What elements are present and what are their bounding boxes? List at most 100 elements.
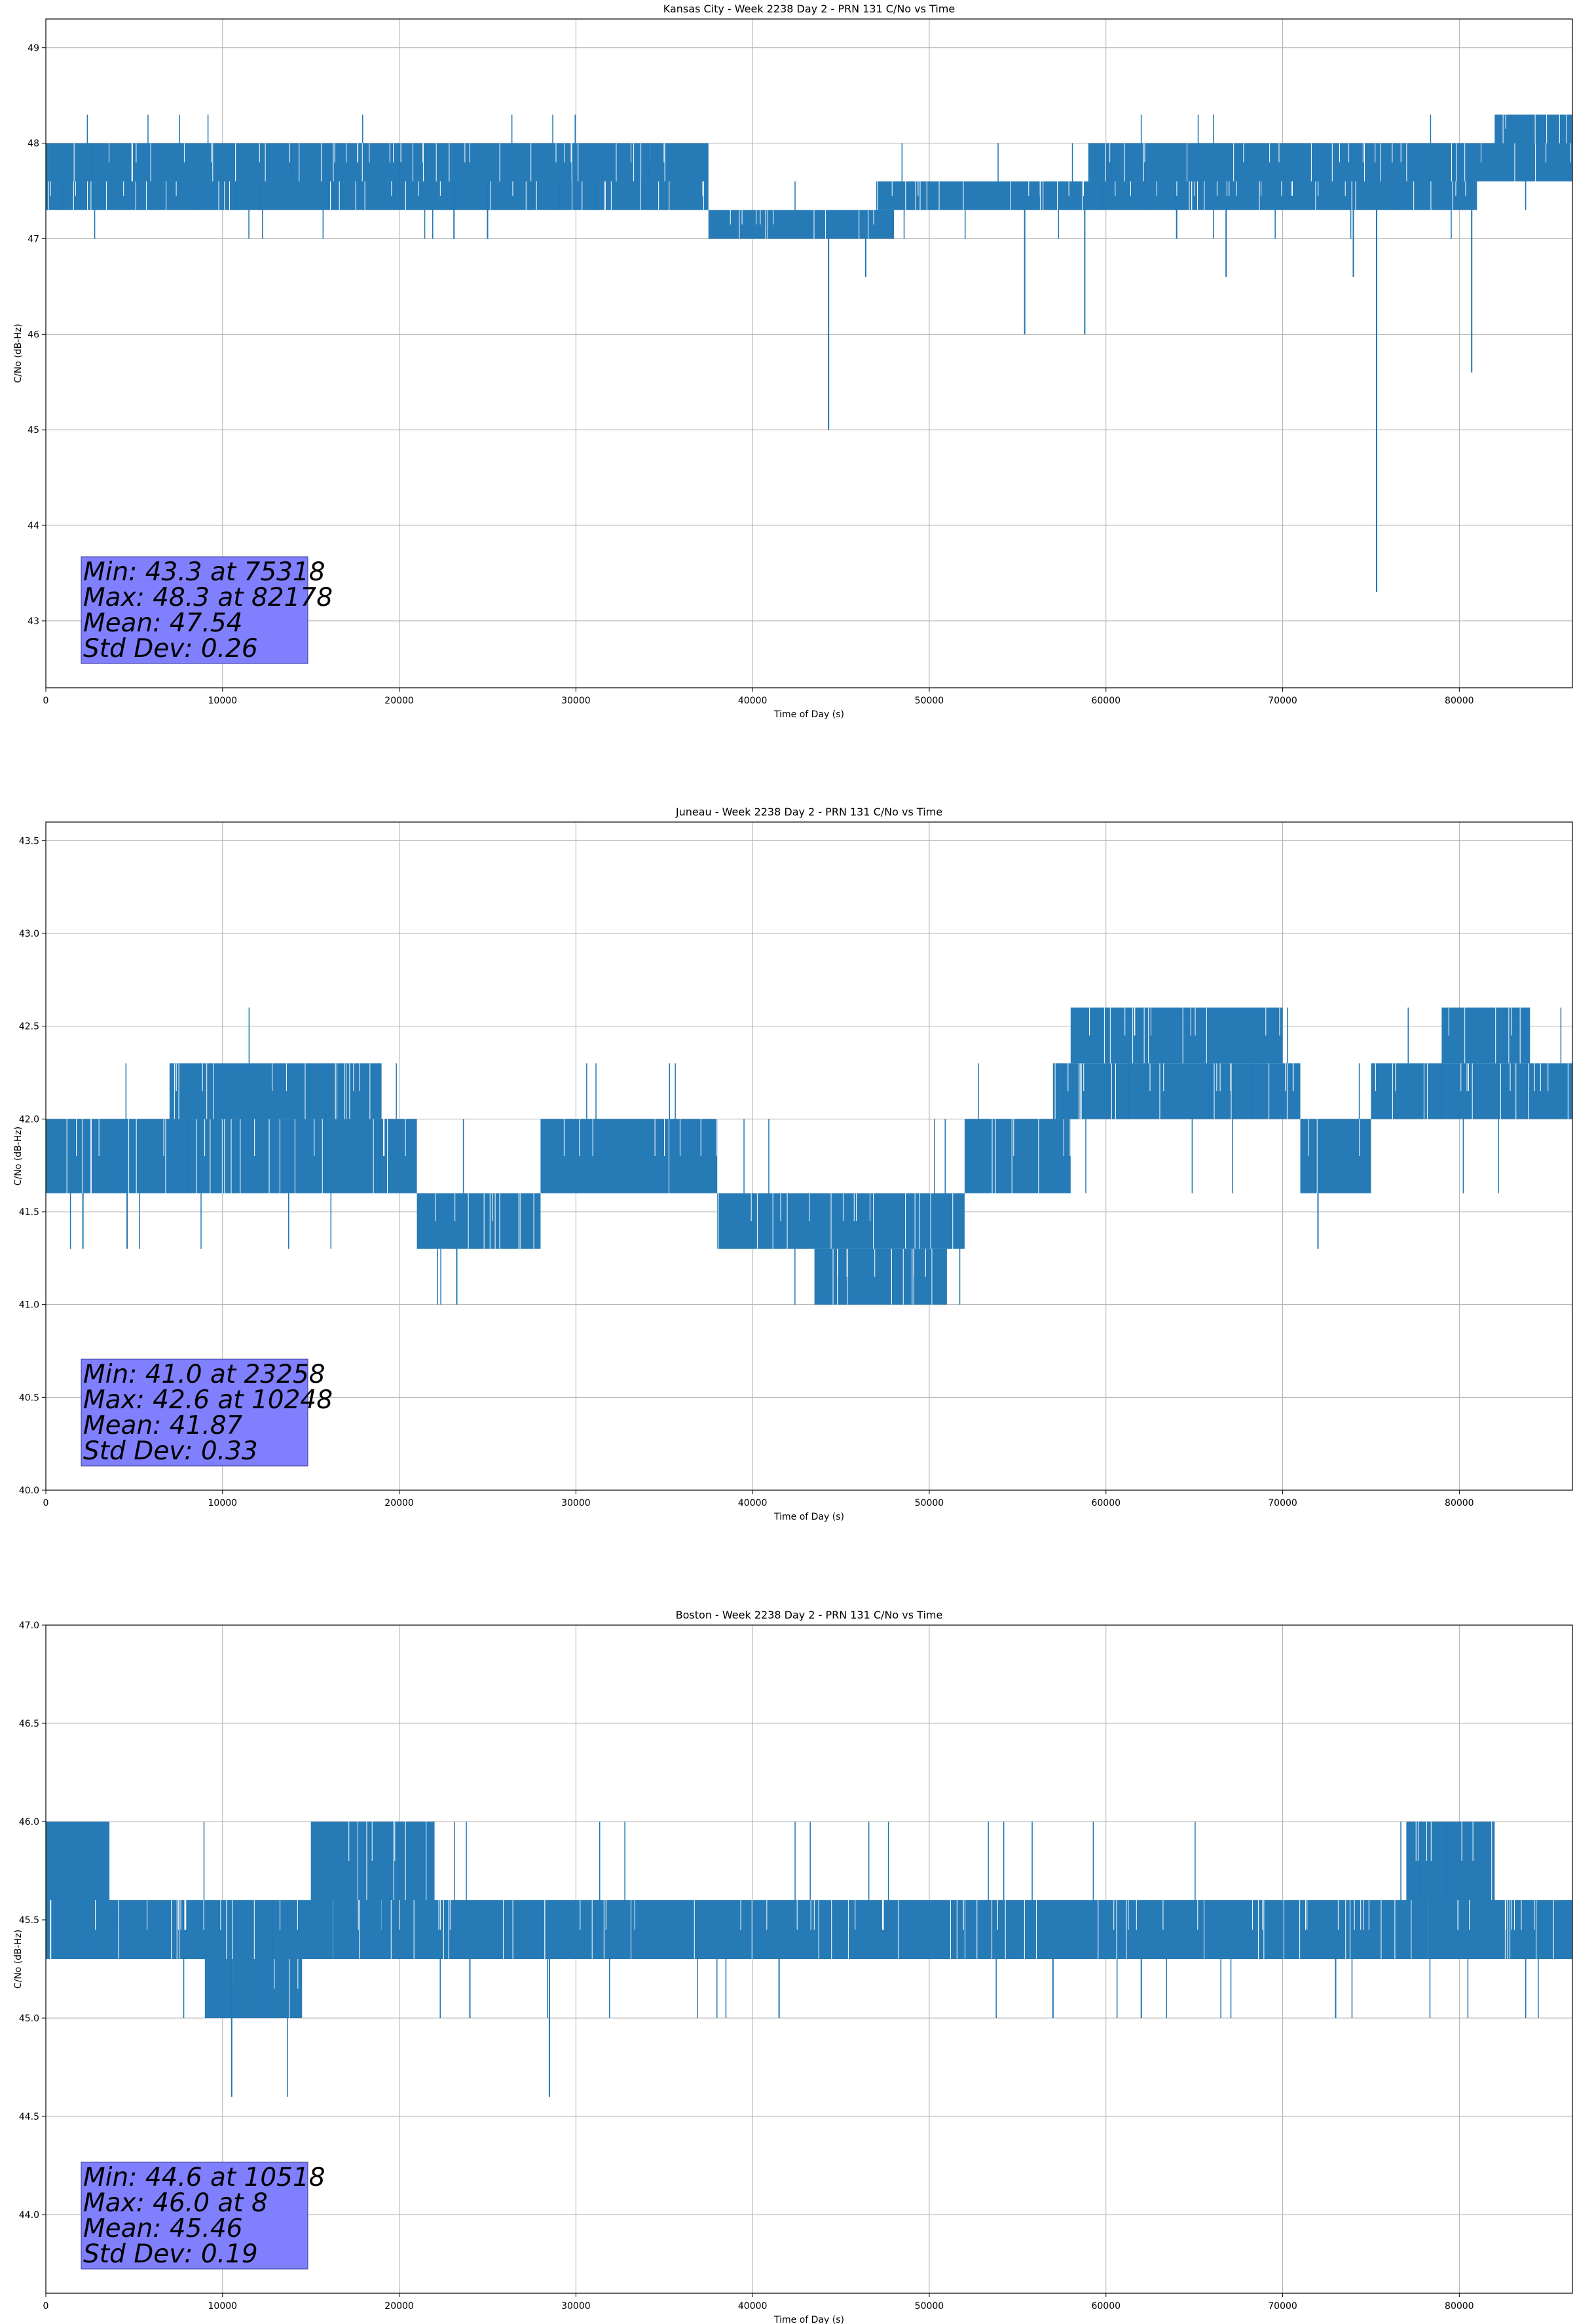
- x-tick-label: 20000: [384, 2301, 414, 2312]
- y-tick-label: 43.0: [19, 929, 39, 939]
- y-tick-label: 47: [28, 234, 39, 244]
- x-tick-label: 60000: [1091, 1498, 1121, 1509]
- y-tick-label: 46.0: [19, 1817, 39, 1827]
- series-band: [310, 1822, 435, 1900]
- x-tick-label: 20000: [384, 696, 414, 706]
- x-tick-label: 80000: [1445, 696, 1474, 706]
- y-tick-label: 47.0: [19, 1621, 39, 1631]
- y-tick-label: 43: [28, 616, 39, 627]
- series-band: [540, 1119, 718, 1193]
- y-axis-label: C/No (dB-Hz): [13, 1127, 24, 1186]
- y-tick-label: 42.0: [19, 1114, 39, 1125]
- y-tick-label: 40.5: [19, 1393, 39, 1403]
- stats-line: Max: 48.3 at 82178: [83, 583, 333, 612]
- x-tick-label: 70000: [1268, 696, 1297, 706]
- series-band: [708, 210, 894, 239]
- x-tick-label: 0: [43, 1498, 49, 1509]
- x-tick-label: 40000: [738, 696, 768, 706]
- series-band: [1406, 1822, 1495, 1900]
- y-tick-label: 43.5: [19, 836, 39, 846]
- stats-line: Mean: 47.54: [83, 609, 242, 638]
- y-tick-label: 44: [28, 521, 39, 531]
- x-tick-label: 0: [43, 696, 49, 706]
- series-band: [1441, 1007, 1531, 1064]
- x-tick-label: 40000: [738, 2301, 768, 2312]
- cno-series-line: [46, 1822, 1572, 2097]
- series-band: [964, 1119, 1071, 1193]
- x-tick-label: 30000: [561, 696, 591, 706]
- x-tick-label: 10000: [208, 696, 238, 706]
- axes-frame: [45, 18, 1573, 688]
- x-tick-label: 0: [43, 2301, 49, 2312]
- x-tick-label: 50000: [915, 1498, 944, 1509]
- x-tick-label: 10000: [208, 2301, 238, 2312]
- series-band: [46, 1822, 110, 1900]
- y-tick-label: 44.5: [19, 2112, 39, 2122]
- y-tick-label: 49: [28, 43, 39, 54]
- x-axis-label: Time of Day (s): [773, 1512, 844, 1522]
- series-band: [1052, 1063, 1301, 1119]
- series-band: [1088, 143, 1572, 181]
- stats-box: [81, 2162, 308, 2270]
- chart-title: Kansas City - Week 2238 Day 2 - PRN 131 …: [663, 3, 955, 15]
- cno-series-line: [46, 114, 1572, 593]
- y-tick-label: 46.5: [19, 1719, 39, 1729]
- cno-series-line: [46, 1007, 1572, 1305]
- stats-line: Max: 46.0 at 8: [83, 2188, 268, 2218]
- stats-line: Mean: 41.87: [83, 1411, 243, 1440]
- series-band: [1371, 1063, 1572, 1119]
- chart-panel-3: 0 10000 20000 30000 40000 50000 60000 70000 8000…: [13, 1609, 1573, 2324]
- y-tick-label: 41.0: [19, 1300, 39, 1311]
- chart-panel-1: 0 10000 20000 30000 40000 50000 60000 70000 8000…: [13, 3, 1573, 720]
- series-band: [46, 1900, 1572, 1959]
- x-tick-label: 10000: [208, 1498, 238, 1509]
- series-band: [46, 181, 709, 210]
- stats-box: [81, 1359, 308, 1467]
- x-tick-label: 70000: [1268, 2301, 1297, 2312]
- series-band: [1070, 1007, 1283, 1064]
- stats-line: Std Dev: 0.33: [83, 1436, 258, 1466]
- stats-line: Min: 44.6 at 10518: [83, 2163, 325, 2192]
- y-tick-label: 46: [28, 329, 39, 340]
- x-tick-label: 80000: [1445, 2301, 1474, 2312]
- y-tick-label: 41.5: [19, 1207, 39, 1218]
- y-tick-label: 42.5: [19, 1022, 39, 1032]
- stats-line: Min: 41.0 at 23258: [83, 1360, 325, 1389]
- stats-line: Min: 43.3 at 75318: [83, 557, 325, 587]
- series-band: [814, 1248, 947, 1305]
- y-axis-label: C/No (dB-Hz): [13, 1930, 24, 1989]
- x-tick-label: 40000: [738, 1498, 768, 1509]
- stats-line: Max: 42.6 at 10248: [83, 1385, 333, 1415]
- axes-frame: [45, 1624, 1573, 2294]
- x-tick-label: 20000: [384, 1498, 414, 1509]
- y-tick-label: 45: [28, 425, 39, 436]
- x-tick-label: 80000: [1445, 1498, 1474, 1509]
- x-axis-label: Time of Day (s): [773, 2315, 844, 2324]
- x-axis-label: Time of Day (s): [773, 709, 844, 720]
- x-tick-label: 60000: [1091, 696, 1121, 706]
- x-tick-label: 50000: [915, 2301, 944, 2312]
- axes-frame: [45, 821, 1573, 1491]
- x-tick-label: 30000: [561, 2301, 591, 2312]
- series-band: [46, 143, 709, 181]
- chart-title: Boston - Week 2238 Day 2 - PRN 131 C/No …: [676, 1609, 943, 1621]
- series-band: [1494, 114, 1572, 143]
- series-band: [204, 1959, 303, 2018]
- chart-title: Juneau - Week 2238 Day 2 - PRN 131 C/No …: [675, 806, 942, 818]
- stats-line: Mean: 45.46: [83, 2214, 242, 2243]
- y-tick-label: 45.5: [19, 1915, 39, 1926]
- chart-panel-2: 0 10000 20000 30000 40000 50000 60000 70000 8000…: [13, 806, 1573, 1522]
- stats-box: [81, 556, 308, 664]
- y-tick-label: 44.0: [19, 2210, 39, 2221]
- series-band: [717, 1193, 965, 1249]
- y-tick-label: 48: [28, 139, 39, 149]
- y-tick-label: 45.0: [19, 2014, 39, 2024]
- x-tick-label: 30000: [561, 1498, 591, 1509]
- stats-line: Std Dev: 0.26: [83, 634, 258, 664]
- x-tick-label: 50000: [915, 696, 944, 706]
- series-band: [1300, 1119, 1371, 1193]
- x-tick-label: 60000: [1091, 2301, 1121, 2312]
- x-tick-label: 70000: [1268, 1498, 1297, 1509]
- y-axis-label: C/No (dB-Hz): [13, 324, 24, 383]
